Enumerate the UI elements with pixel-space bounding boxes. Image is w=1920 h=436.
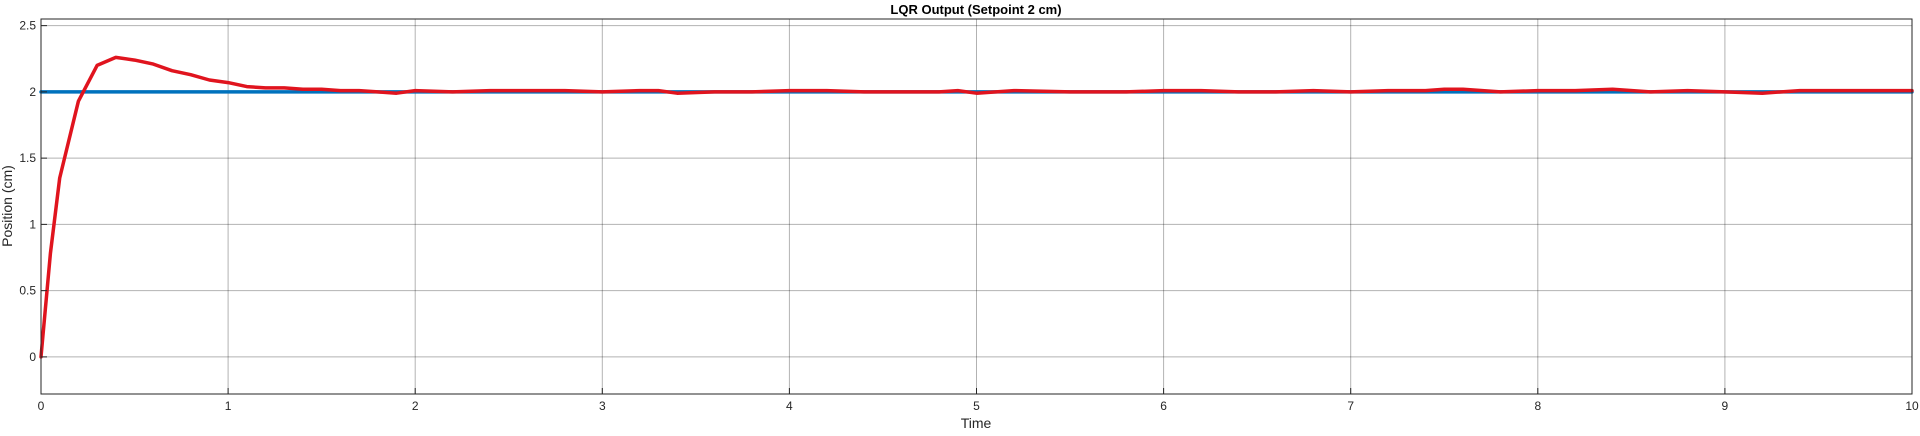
chart-title: LQR Output (Setpoint 2 cm): [890, 2, 1061, 17]
x-tick-label: 9: [1722, 399, 1729, 413]
x-tick-label: 7: [1347, 399, 1354, 413]
y-tick-label: 2.5: [19, 19, 36, 33]
position-line: [39, 55, 1914, 359]
x-tick-label: 0: [38, 399, 45, 413]
x-tick-label: 4: [786, 399, 793, 413]
y-axis-ticks: 0 0.5 1 1.5 2 2.5: [19, 19, 47, 364]
x-tick-label: 3: [599, 399, 606, 413]
series-layer: [39, 55, 1914, 359]
y-tick-label: 1.5: [19, 151, 36, 165]
plot-area: [41, 19, 1912, 394]
x-tick-label: 10: [1905, 399, 1919, 413]
y-tick-label: 2: [29, 85, 36, 99]
y-axis-label: Position (cm): [0, 165, 15, 247]
y-tick-label: 0: [29, 350, 36, 364]
x-tick-label: 5: [973, 399, 980, 413]
x-axis-ticks: 0 1 2 3 4 5 6 7 8 9 10: [38, 388, 1919, 413]
x-tick-label: 6: [1160, 399, 1167, 413]
y-tick-label: 0.5: [19, 284, 36, 298]
y-tick-label: 1: [29, 217, 36, 231]
x-tick-label: 8: [1534, 399, 1541, 413]
x-tick-label: 1: [225, 399, 232, 413]
x-tick-label: 2: [412, 399, 419, 413]
x-axis-label: Time: [961, 415, 992, 431]
